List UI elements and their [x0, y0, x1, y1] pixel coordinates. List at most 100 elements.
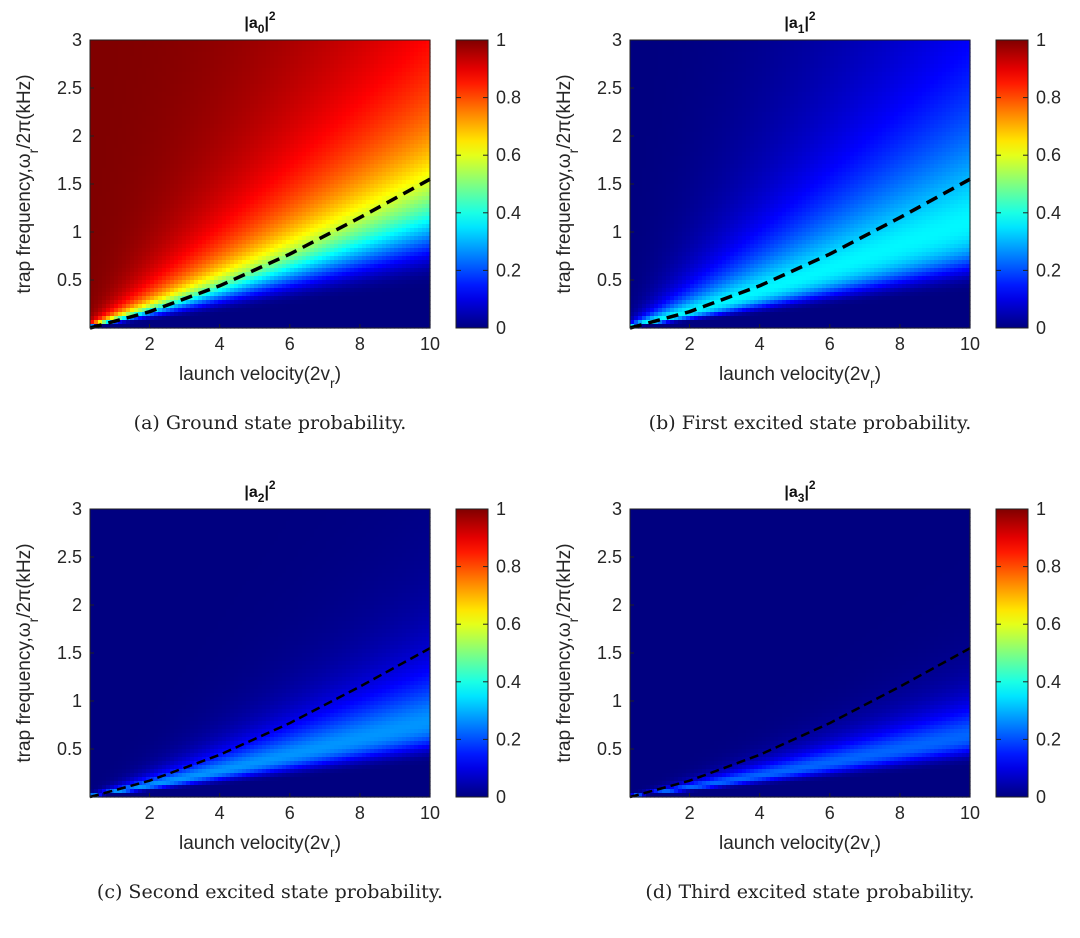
heatmap-cell — [306, 168, 311, 173]
heatmap-cell — [306, 284, 311, 289]
heatmap-cell — [334, 96, 339, 101]
heatmap-cell — [110, 76, 115, 81]
heatmap-cell — [282, 80, 287, 85]
heatmap-cell — [282, 52, 287, 57]
heatmap-cell — [190, 60, 195, 65]
heatmap-cell — [354, 300, 359, 305]
heatmap-cell — [318, 204, 323, 209]
heatmap-cell — [134, 104, 139, 109]
heatmap-cell — [242, 84, 247, 89]
heatmap-cell — [226, 92, 231, 97]
heatmap-cell — [206, 204, 211, 209]
heatmap-cell — [258, 316, 263, 321]
heatmap-cell — [214, 116, 219, 121]
heatmap-cell — [242, 312, 247, 317]
heatmap-cell — [350, 96, 355, 101]
heatmap-cell — [158, 144, 163, 149]
heatmap-cell — [322, 240, 327, 245]
heatmap-cell — [310, 88, 315, 93]
heatmap-cell — [322, 312, 327, 317]
heatmap-cell — [162, 284, 167, 289]
heatmap-cell — [366, 76, 371, 81]
heatmap-cell — [306, 112, 311, 117]
heatmap-cell — [218, 288, 223, 293]
heatmap-cell — [258, 84, 263, 89]
heatmap-cell — [346, 272, 351, 277]
heatmap-cell — [190, 84, 195, 89]
heatmap-cell — [106, 56, 111, 61]
heatmap-cell — [142, 160, 147, 165]
heatmap-cell — [358, 156, 363, 161]
heatmap-cell — [214, 56, 219, 61]
heatmap-cell — [138, 108, 143, 113]
heatmap-cell — [346, 180, 351, 185]
heatmap-cell — [146, 152, 151, 157]
heatmap-cell — [362, 292, 367, 297]
heatmap-cell — [330, 316, 335, 321]
heatmap-cell — [174, 320, 179, 325]
heatmap-cell — [106, 172, 111, 177]
heatmap-cell — [362, 120, 367, 125]
heatmap-cell — [242, 212, 247, 217]
heatmap-cell — [186, 64, 191, 69]
heatmap-cell — [246, 172, 251, 177]
heatmap-cell — [114, 248, 119, 253]
heatmap-cell — [358, 276, 363, 281]
heatmap-cell — [158, 208, 163, 213]
heatmap-cell — [282, 296, 287, 301]
heatmap-cell — [178, 228, 183, 233]
heatmap-cell — [314, 140, 319, 145]
heatmap-cell — [90, 68, 95, 73]
heatmap-cell — [170, 256, 175, 261]
heatmap-cell — [190, 324, 195, 329]
heatmap-cell — [302, 284, 307, 289]
heatmap-cell — [330, 312, 335, 317]
heatmap-cell — [102, 64, 107, 69]
heatmap-cell — [210, 248, 215, 253]
heatmap-cell — [258, 192, 263, 197]
heatmap-cell — [346, 268, 351, 273]
heatmap-cell — [146, 220, 151, 225]
heatmap-cell — [154, 48, 159, 53]
heatmap-cell — [170, 260, 175, 265]
heatmap-cell — [94, 108, 99, 113]
heatmap-cell — [150, 208, 155, 213]
heatmap-cell — [98, 124, 103, 129]
heatmap-cell — [138, 112, 143, 117]
heatmap-cell — [102, 280, 107, 285]
heatmap-cell — [350, 248, 355, 253]
heatmap-cell — [94, 124, 99, 129]
heatmap-cell — [226, 248, 231, 253]
heatmap-cell — [166, 260, 171, 265]
heatmap-cell — [182, 244, 187, 249]
heatmap-cell — [234, 196, 239, 201]
heatmap-cell — [242, 96, 247, 101]
heatmap-cell — [350, 280, 355, 285]
heatmap-cell — [254, 148, 259, 153]
heatmap-cell — [134, 288, 139, 293]
heatmap-cell — [114, 124, 119, 129]
heatmap-cell — [326, 324, 331, 329]
heatmap-cell — [318, 56, 323, 61]
heatmap-cell — [122, 248, 127, 253]
heatmap-cell — [358, 208, 363, 213]
heatmap-cell — [314, 80, 319, 85]
heatmap-cell — [262, 156, 267, 161]
heatmap-cell — [214, 204, 219, 209]
heatmap-cell — [194, 96, 199, 101]
heatmap-cell — [98, 268, 103, 273]
heatmap-cell — [110, 216, 115, 221]
heatmap-cell — [118, 240, 123, 245]
heatmap-cell — [174, 84, 179, 89]
heatmap-cell — [158, 180, 163, 185]
heatmap-cell — [302, 316, 307, 321]
heatmap-cell — [166, 280, 171, 285]
heatmap-cell — [242, 116, 247, 121]
heatmap-cell — [250, 148, 255, 153]
heatmap-cell — [266, 208, 271, 213]
heatmap-cell — [326, 256, 331, 261]
heatmap-cell — [186, 232, 191, 237]
heatmap-cell — [282, 284, 287, 289]
heatmap-cell — [210, 40, 215, 45]
heatmap-cell — [190, 72, 195, 77]
